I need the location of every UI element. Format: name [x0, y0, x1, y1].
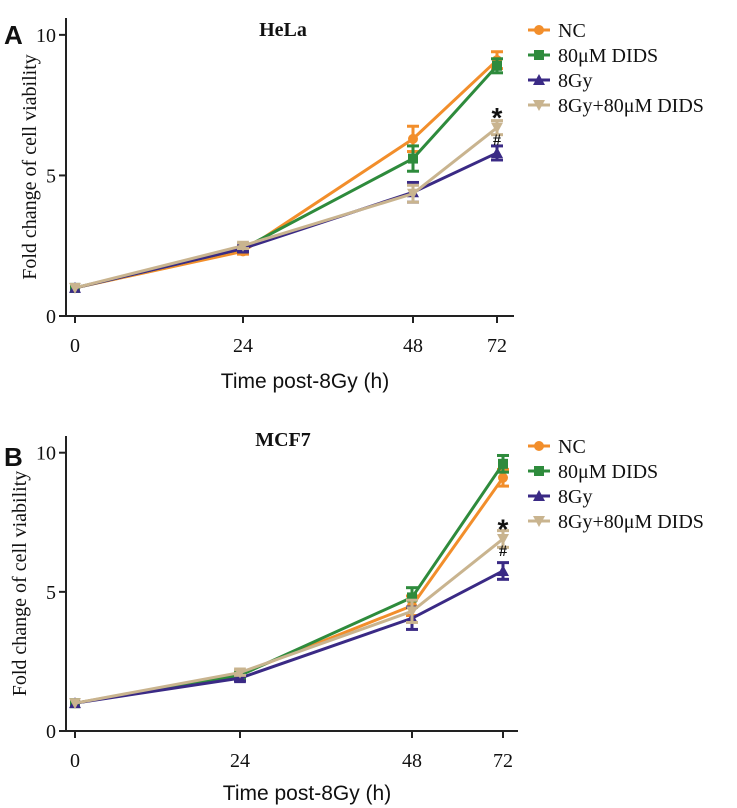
x-tick-label: 0 — [70, 335, 80, 357]
legend-label: NC — [558, 20, 586, 42]
data-point — [407, 188, 419, 200]
legend-item: 8Gy+80μM DIDS — [528, 95, 704, 117]
legend-item: 80μM DIDS — [528, 461, 658, 483]
data-point — [498, 458, 508, 469]
legend-item: 80μM DIDS — [528, 45, 658, 67]
y-tick-label: 5 — [46, 165, 56, 187]
chart-title: MCF7 — [255, 429, 311, 451]
x-axis-label: Time post-8Gy (h) — [223, 782, 391, 805]
x-tick-label: 48 — [403, 335, 423, 357]
legend-item: 8Gy — [528, 70, 592, 92]
legend-marker — [533, 516, 545, 527]
significance-mark: # — [499, 543, 507, 560]
y-tick-label: 10 — [36, 25, 56, 47]
x-tick-label: 72 — [487, 335, 507, 357]
legend-marker — [533, 74, 545, 85]
data-point — [234, 667, 246, 679]
legend-marker — [534, 441, 544, 451]
x-tick-label: 24 — [233, 335, 253, 357]
series-line — [74, 537, 504, 705]
legend-item: NC — [528, 20, 586, 42]
series-line — [74, 59, 499, 290]
legend-marker — [534, 25, 544, 35]
x-tick-label: 72 — [493, 750, 513, 772]
legend-label: 8Gy+80μM DIDS — [558, 95, 704, 117]
x-tick-label: 48 — [402, 750, 422, 772]
y-tick-label: 0 — [46, 306, 56, 328]
legend: NC 80μM DIDS 8Gy 8Gy+80μM DIDS — [528, 20, 704, 117]
data-point — [497, 533, 509, 545]
chart-panel-a: A HeLa 0 5 10 0 24 48 72 Time post-8Gy (h) Fold ch… — [4, 18, 704, 393]
legend-marker — [533, 490, 545, 501]
legend-label: 8Gy+80μM DIDS — [558, 511, 704, 533]
data-point — [237, 240, 249, 252]
legend-label: 8Gy — [558, 70, 592, 92]
data-point — [408, 133, 418, 144]
series-line — [74, 462, 505, 705]
significance-mark: # — [493, 132, 501, 149]
series-line — [74, 126, 498, 290]
legend-marker — [534, 466, 544, 476]
legend-label: NC — [558, 436, 586, 458]
y-axis-label: Fold change of cell viability — [19, 54, 41, 280]
chart-title: HeLa — [259, 19, 307, 41]
panel-label: A — [4, 20, 23, 50]
series-triangle — [69, 144, 503, 293]
y-tick-label: 5 — [46, 582, 56, 604]
data-point — [491, 122, 503, 134]
chart-panel-b: B MCF7 0 5 10 0 24 48 72 Time post-8Gy (h) Fold ch… — [4, 429, 704, 805]
data-point — [497, 564, 509, 576]
series-circle — [70, 467, 509, 709]
data-point — [492, 60, 502, 71]
panel-label: B — [4, 442, 23, 472]
legend-label: 80μM DIDS — [558, 45, 658, 67]
y-tick-label: 10 — [36, 443, 56, 465]
data-point — [491, 146, 503, 158]
data-point — [498, 472, 508, 483]
legend: NC 80μM DIDS 8Gy 8Gy+80μM DIDS — [528, 436, 704, 533]
x-axis-label: Time post-8Gy (h) — [221, 370, 389, 393]
series-line — [74, 151, 498, 290]
y-axis-label: Fold change of cell viability — [9, 471, 31, 697]
legend-item: NC — [528, 436, 586, 458]
series-triangle — [69, 561, 509, 709]
x-tick-label: 24 — [230, 750, 250, 772]
x-tick-label: 0 — [70, 750, 80, 772]
data-point — [69, 698, 81, 710]
series-triangle-down — [69, 119, 503, 294]
significance-mark: * — [498, 513, 509, 544]
legend-marker — [533, 100, 545, 111]
series-triangle-down — [69, 529, 509, 710]
legend-marker — [534, 50, 544, 60]
data-point — [407, 592, 417, 603]
y-tick-label: 0 — [46, 721, 56, 743]
data-point — [69, 282, 81, 294]
legend-item: 8Gy+80μM DIDS — [528, 511, 704, 533]
legend-label: 8Gy — [558, 486, 592, 508]
legend-label: 80μM DIDS — [558, 461, 658, 483]
series-square — [70, 453, 509, 709]
data-point — [406, 606, 418, 618]
legend-item: 8Gy — [528, 486, 592, 508]
series-line — [74, 569, 504, 705]
data-point — [408, 153, 418, 164]
significance-mark: * — [492, 102, 503, 133]
